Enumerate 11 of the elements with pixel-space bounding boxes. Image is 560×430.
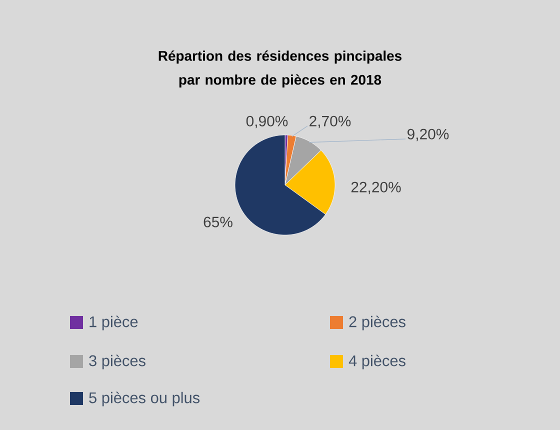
legend-label: 5 pièces ou plus [89,392,200,406]
legend-label: 2 pièces [349,316,406,330]
data-label: 22,20% [351,182,401,194]
legend-label: 4 pièces [348,354,406,370]
chart-title: Répartion des résidences pincipales par nombre de pièces en 2018 [158,50,402,88]
legend-label: 3 pièces [89,354,146,370]
legend-label: 1 pièce [90,316,138,330]
data-label: 2,70% [310,116,351,128]
data-label: 0,90% [246,116,288,128]
data-label: 9,20% [408,128,449,142]
data-label: 65% [204,216,232,228]
